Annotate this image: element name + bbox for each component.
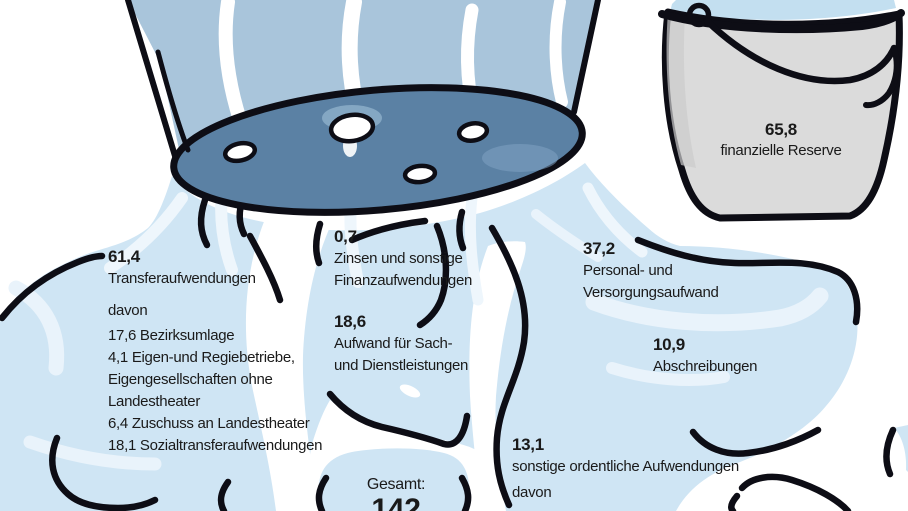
gesamt-value: 142 [371, 493, 421, 511]
right-edge-puddle-sliver [894, 425, 908, 472]
value-transfer: 61,4 [108, 247, 140, 266]
reserve-value: 65,8 [765, 120, 797, 139]
bucket-wall-edges [125, 0, 601, 159]
bucket-handle [703, 17, 898, 85]
puddle-outlines [0, 194, 897, 511]
bucket-bottom [170, 84, 586, 216]
sach-line: und Dienstleistungen [334, 357, 469, 374]
label-sonstige: 13,1 sonstige ordentliche Aufwendungen d… [512, 434, 739, 511]
davon-transfer: davon [108, 302, 148, 319]
value-personal: 37,2 [583, 239, 615, 258]
personal-line: Personal- und [583, 262, 673, 279]
abschreibungen-line: Abschreibungen [653, 358, 758, 375]
leak-holes [222, 112, 490, 185]
gesamt-caption: Gesamt: [366, 476, 426, 493]
gesamt-blob [318, 448, 470, 511]
reserve-shade [666, 12, 696, 168]
transfer-detail: Landestheater [108, 393, 201, 410]
reserve-body [661, 8, 903, 222]
gesamt-bracket-left [315, 474, 330, 511]
value-sach: 18,6 [334, 312, 366, 331]
sonstige-line: sonstige ordentliche Aufwendungen [512, 458, 739, 475]
gap-left-center [245, 212, 334, 511]
label-transferaufwendungen: 61,4 Transferaufwendungen davon 17,6 Bez… [108, 246, 323, 457]
zinsen-line: Zinsen und sonstige [334, 250, 463, 267]
gap-center-right [469, 241, 526, 511]
label-zinsen: 0,7 Zinsen und sonstige Finanzaufwendung… [334, 226, 472, 292]
value-sonstige: 13,1 [512, 435, 544, 454]
reserve-name: finanzielle Reserve [720, 142, 842, 159]
reserve-bucket [658, 0, 905, 222]
reserve-water [670, 0, 896, 20]
gesamt-bubble [315, 448, 472, 511]
personal-line: Versorgungsaufwand [583, 284, 719, 301]
label-sach-dienstleistungen: 18,6 Aufwand für Sach- und Dienstleistun… [334, 311, 468, 377]
leak-hole-4 [456, 121, 490, 143]
leak-hole-3 [402, 163, 438, 185]
zinsen-line: Finanzaufwendungen [334, 272, 473, 289]
bucket-handle-hook [863, 45, 900, 109]
gesamt-bracket-right [458, 474, 472, 511]
transfer-detail: 6,4 Zuschuss an Landestheater [108, 415, 310, 432]
name-transfer: Transferaufwendungen [108, 270, 256, 287]
value-zinsen: 0,7 [334, 227, 357, 246]
pouring-bucket [125, 0, 601, 216]
label-gesamt: Gesamt: 142 [335, 475, 457, 511]
sonstige-detail-clipped: 5,8 … [512, 507, 739, 511]
handle-ring [686, 2, 712, 28]
label-finanzielle-reserve: 65,8 finanzielle Reserve [700, 119, 862, 161]
transfer-detail: Eigengesellschaften ohne [108, 371, 273, 388]
sach-line: Aufwand für Sach- [334, 335, 453, 352]
bottom-haze-2 [482, 144, 558, 172]
leak-hole-1 [222, 140, 258, 164]
transfer-detail: 17,6 Bezirksumlage [108, 327, 235, 344]
leak-hole-2 [328, 112, 376, 144]
transfer-detail: 18,1 Sozialtransferaufwendungen [108, 437, 323, 454]
value-abschreibungen: 10,9 [653, 335, 685, 354]
transfer-detail: 4,1 Eigen-und Regiebetriebe, [108, 349, 295, 366]
davon-sonstige: davon [512, 484, 552, 501]
label-personal: 37,2 Personal- und Versorgungsaufwand [583, 238, 719, 304]
label-abschreibungen: 10,9 Abschreibungen [653, 334, 758, 378]
